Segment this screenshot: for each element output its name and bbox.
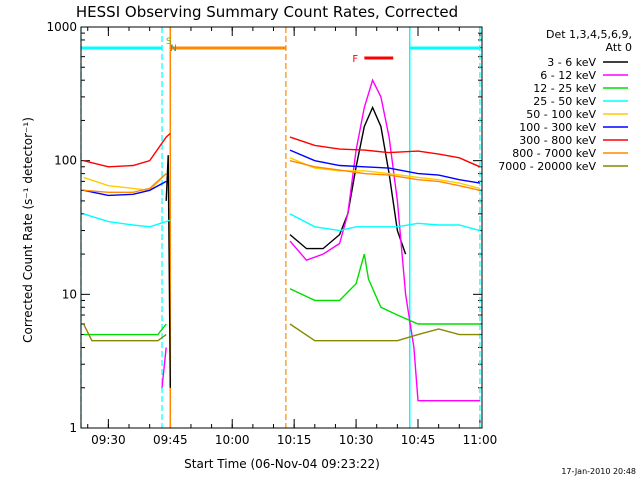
legend-label: 12 - 25 keV <box>533 82 596 95</box>
y-tick-label: 1 <box>69 421 77 435</box>
series-line <box>289 136 481 168</box>
x-tick-label: 09:30 <box>91 433 126 447</box>
x-tick-label: 10:45 <box>401 433 436 447</box>
x-tick-label: 09:45 <box>153 433 188 447</box>
series-line <box>289 157 481 190</box>
y-tick-label: 10 <box>62 287 77 301</box>
series-line <box>161 347 167 388</box>
series-line <box>82 323 167 342</box>
x-tick-label: 10:15 <box>277 433 312 447</box>
legend-header-line-2: Att 0 <box>606 41 632 54</box>
x-tick-label: 10:00 <box>215 433 250 447</box>
series-line <box>289 149 481 184</box>
series-line <box>83 213 171 228</box>
y-tick-label: 1000 <box>46 20 77 34</box>
legend-label: 800 - 7000 keV <box>512 147 596 160</box>
series-layer <box>82 78 481 402</box>
flag-label: F <box>352 54 358 65</box>
flag-label: N <box>170 44 177 54</box>
series-line <box>83 132 171 168</box>
x-axis-label: Start Time (06-Nov-04 09:23:22) <box>184 457 380 471</box>
series-line <box>289 253 480 325</box>
legend-label: 300 - 800 keV <box>519 134 596 147</box>
flag-label: S <box>166 37 172 47</box>
series-line <box>289 160 481 191</box>
legend-label: 25 - 50 keV <box>533 95 596 108</box>
chart-title: HESSI Observing Summary Count Rates, Cor… <box>76 3 458 21</box>
plot-frame <box>80 26 483 429</box>
x-tick-label: 10:30 <box>339 433 374 447</box>
legend-header-line-1: Det 1,3,4,5,6,9, <box>546 28 632 41</box>
series-line <box>83 323 167 336</box>
series-line <box>83 173 167 194</box>
legend-label: 7000 - 20000 keV <box>498 160 596 173</box>
series-line <box>289 78 480 402</box>
legend-label: 50 - 100 keV <box>526 108 596 121</box>
series-line <box>165 155 171 388</box>
y-axis-label: Corrected Count Rate (s⁻¹ detector⁻¹) <box>21 117 35 343</box>
legend-label: 100 - 300 keV <box>519 121 596 134</box>
series-line <box>289 213 481 232</box>
timestamp: 17-Jan-2010 20:48 <box>561 467 636 476</box>
x-tick-label: 11:00 <box>463 433 498 447</box>
interval-layer: SN F <box>80 27 481 428</box>
series-line <box>83 180 167 197</box>
legend-label: 3 - 6 keV <box>547 56 596 69</box>
series-line <box>83 173 167 192</box>
series-line <box>289 105 407 255</box>
legend-label: 6 - 12 keV <box>540 69 596 82</box>
y-tick-label: 100 <box>54 154 77 168</box>
series-line <box>289 323 480 342</box>
axes-layer: 1 10 100 1000 09:30 09:45 10:00 10:15 10:30 10:45… <box>46 20 497 447</box>
